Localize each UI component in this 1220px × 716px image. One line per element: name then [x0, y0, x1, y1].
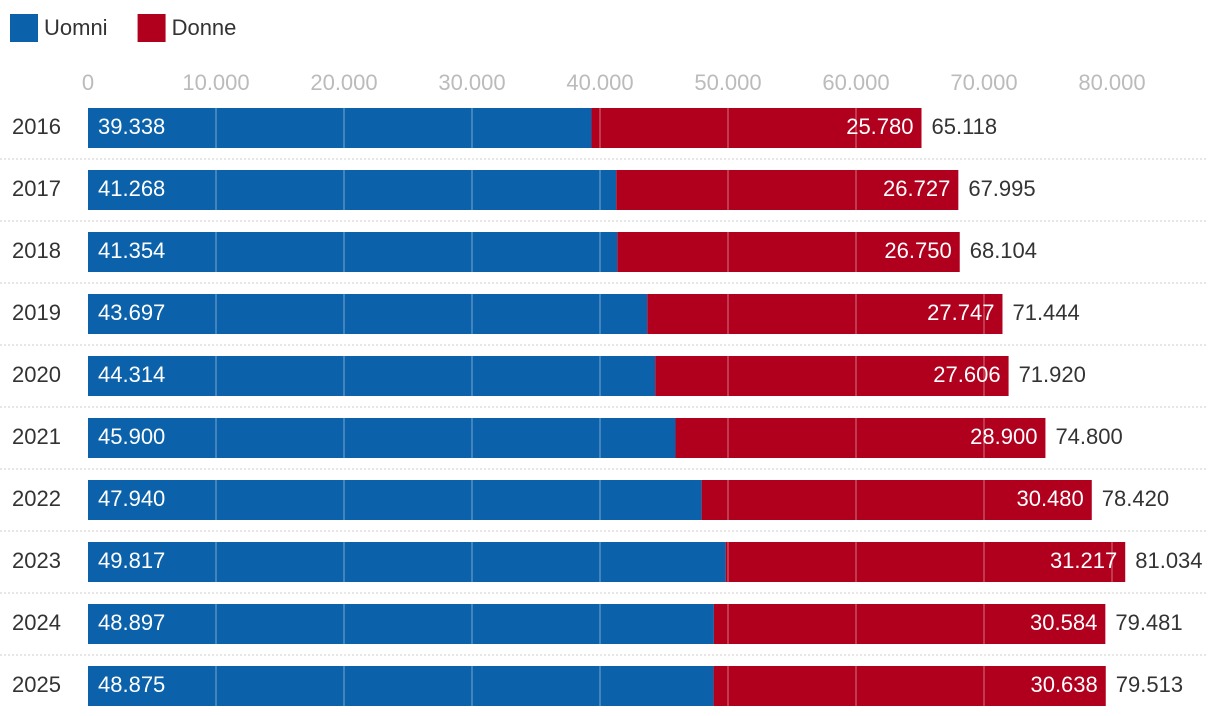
data-label: 41.268	[98, 176, 165, 201]
bar-segment	[88, 108, 592, 148]
legend-label: Uomni	[44, 15, 108, 40]
bar-segment	[713, 666, 1106, 706]
x-tick-label: 10.000	[182, 70, 249, 95]
data-label: 27.606	[933, 362, 1000, 387]
bar-segment	[88, 294, 648, 334]
y-tick-label: 2021	[12, 424, 61, 449]
total-label: 68.104	[970, 238, 1037, 263]
data-label: 44.314	[98, 362, 165, 387]
data-label: 28.900	[970, 424, 1037, 449]
data-label: 45.900	[98, 424, 165, 449]
data-label: 48.897	[98, 610, 165, 635]
bar-segment	[675, 418, 1046, 458]
data-label: 43.697	[98, 300, 165, 325]
data-label: 26.750	[884, 238, 951, 263]
x-tick-label: 20.000	[310, 70, 377, 95]
x-tick-label: 30.000	[438, 70, 505, 95]
x-tick-label: 60.000	[822, 70, 889, 95]
bar-segment	[88, 418, 676, 458]
x-tick-label: 40.000	[566, 70, 633, 95]
data-label: 31.217	[1050, 548, 1117, 573]
total-label: 65.118	[932, 114, 998, 139]
y-tick-label: 2023	[12, 548, 61, 573]
bar-segment	[647, 294, 1003, 334]
total-label: 71.920	[1019, 362, 1086, 387]
total-label: 78.420	[1102, 486, 1169, 511]
data-label: 30.584	[1030, 610, 1097, 635]
legend-label: Donne	[172, 15, 237, 40]
data-label: 30.480	[1016, 486, 1083, 511]
y-tick-label: 2018	[12, 238, 61, 263]
total-label: 74.800	[1055, 424, 1122, 449]
bar-segment	[88, 232, 618, 272]
bar-segment	[88, 542, 726, 582]
x-tick-label: 70.000	[950, 70, 1017, 95]
bar-segment	[617, 232, 960, 272]
bar-segment	[655, 356, 1009, 396]
data-label: 41.354	[98, 238, 165, 263]
bar-segment	[88, 666, 714, 706]
bar-segment	[701, 480, 1092, 520]
total-label: 71.444	[1012, 300, 1079, 325]
data-label: 30.638	[1030, 672, 1097, 697]
y-tick-label: 2019	[12, 300, 61, 325]
y-tick-label: 2016	[12, 114, 61, 139]
bar-segment	[616, 170, 959, 210]
bar-segment	[88, 604, 714, 644]
data-label: 49.817	[98, 548, 165, 573]
total-label: 79.513	[1116, 672, 1183, 697]
data-label: 27.747	[927, 300, 994, 325]
bar-segment	[725, 542, 1126, 582]
data-label: 25.780	[846, 114, 913, 139]
total-label: 67.995	[968, 176, 1035, 201]
data-label: 48.875	[98, 672, 165, 697]
total-label: 81.034	[1135, 548, 1202, 573]
y-tick-label: 2024	[12, 610, 61, 635]
legend-swatch	[137, 14, 166, 42]
x-tick-label: 50.000	[694, 70, 761, 95]
bar-segment	[88, 480, 702, 520]
y-tick-label: 2022	[12, 486, 61, 511]
bar-segment	[713, 604, 1106, 644]
x-tick-label: 80.000	[1078, 70, 1145, 95]
bar-segment	[88, 170, 617, 210]
x-tick-label: 0	[82, 70, 94, 95]
bar-segment	[88, 356, 656, 396]
y-tick-label: 2020	[12, 362, 61, 387]
data-label: 47.940	[98, 486, 165, 511]
legend-swatch	[10, 14, 38, 42]
y-tick-label: 2025	[12, 672, 61, 697]
total-label: 79.481	[1115, 610, 1182, 635]
bar-segment	[591, 108, 922, 148]
y-tick-label: 2017	[12, 176, 61, 201]
data-label: 26.727	[883, 176, 950, 201]
data-label: 39.338	[98, 114, 165, 139]
